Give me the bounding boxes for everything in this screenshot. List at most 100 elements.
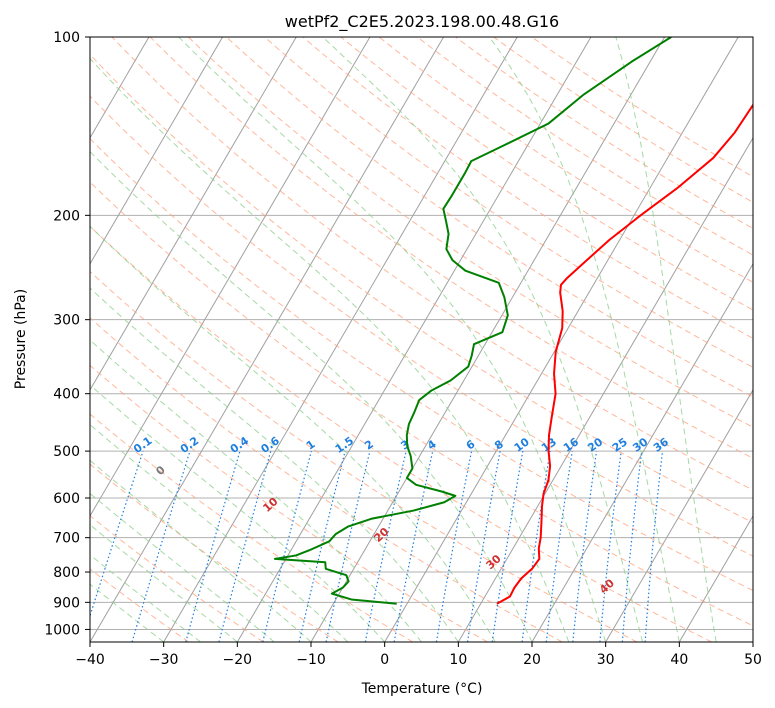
dry-adiabat-line — [90, 181, 753, 627]
y-tick-label: 200 — [53, 208, 80, 224]
moist-adiabat-line — [322, 37, 643, 642]
moist-adiabat-line — [90, 492, 275, 642]
x-tick-label: 30 — [597, 652, 615, 668]
isotherm-line — [90, 37, 224, 265]
y-axis-label: Pressure (hPa) — [13, 289, 29, 389]
y-tick-label: 900 — [53, 595, 80, 611]
dry-adiabat-line — [90, 95, 753, 557]
mixing-ratio-line — [621, 451, 643, 642]
chart-title: wetPf2_C2E5.2023.198.00.48.G16 — [285, 12, 559, 32]
mixing-ratio-label: 3 — [398, 438, 412, 453]
isotherm-line — [752, 641, 753, 642]
moist-adiabat-line — [90, 287, 459, 642]
mixing-ratio-line — [325, 450, 371, 642]
dry-adiabat-line — [111, 37, 753, 491]
moist-adiabat-line — [90, 384, 386, 642]
temperature-profile-line — [496, 103, 753, 605]
plot-area: 0.10.20.40.611.52346810131620253036-100-… — [0, 37, 753, 642]
x-tick-label: 0 — [380, 652, 389, 668]
dry-adiabat-line — [416, 37, 753, 256]
y-tick-label: 700 — [53, 531, 80, 547]
mixing-ratio-line — [521, 451, 551, 642]
x-tick-label: −40 — [75, 652, 105, 668]
isotherm-line — [0, 37, 75, 642]
y-tick-label: 500 — [53, 444, 80, 460]
y-tick-label: 800 — [53, 565, 80, 581]
dry-adiabat-label: 40 — [597, 576, 617, 596]
mixing-ratio-label: 25 — [610, 435, 630, 454]
dry-adiabat-line — [264, 37, 753, 368]
mixing-ratio-label: 4 — [425, 437, 439, 452]
mixing-ratio-label: 2 — [362, 438, 376, 453]
dry-adiabat-line — [187, 37, 753, 428]
moist-adiabat-line — [90, 150, 533, 642]
x-tick-label: 50 — [744, 652, 762, 668]
dry-adiabat-line — [149, 37, 753, 459]
dry-adiabat-line — [226, 37, 753, 398]
mixing-ratio-line — [545, 451, 573, 642]
y-tick-label: 400 — [53, 387, 80, 403]
isotherm-line — [605, 388, 753, 642]
dry-adiabat-line — [90, 53, 753, 524]
mixing-ratio-line — [644, 451, 664, 642]
mixing-ratio-label: 1.5 — [333, 434, 356, 456]
dry-adiabat-line — [90, 317, 563, 642]
dry-adiabat-line — [90, 515, 264, 642]
y-tick-label: 600 — [53, 491, 80, 507]
x-tick-label: 10 — [449, 652, 467, 668]
mixing-ratio-line — [185, 450, 241, 642]
mixing-ratio-label: 6 — [464, 437, 478, 452]
mixing-ratio-label: 0.4 — [228, 434, 252, 456]
mixing-ratio-line — [599, 451, 622, 642]
isotherm-line — [90, 37, 297, 391]
y-tick-label: 300 — [53, 313, 80, 329]
isotherm-line — [384, 37, 739, 642]
y-tick-label: 100 — [53, 30, 80, 46]
mixing-ratio-line — [90, 450, 144, 618]
x-tick-label: −10 — [296, 652, 326, 668]
moist-adiabat-line — [90, 554, 201, 642]
x-axis-label: Temperature (°C) — [361, 681, 483, 697]
moist-adiabat-line — [90, 524, 238, 642]
dry-adiabat-line — [455, 37, 753, 229]
moist-adiabat-line — [90, 583, 164, 642]
mixing-ratio-label: 30 — [630, 435, 650, 455]
dry-adiabat-label: 0 — [153, 463, 168, 478]
mixing-ratio-line — [218, 450, 272, 642]
dry-adiabat-label: -10 — [42, 421, 65, 445]
moist-adiabat-line — [90, 225, 496, 642]
isotherm-line — [0, 37, 2, 642]
y-tick-label: 1000 — [44, 622, 80, 638]
dry-adiabat-line — [302, 37, 753, 339]
dry-adiabat-line — [90, 364, 488, 642]
mixing-ratio-line — [393, 450, 434, 642]
mixing-ratio-line — [435, 450, 473, 642]
moist-adiabat-line — [90, 423, 349, 642]
mixing-ratio-line — [262, 450, 312, 642]
plot-lines: 0.10.20.40.611.52346810131620253036-100-… — [0, 37, 753, 642]
dewpoint-profile-line — [273, 37, 672, 605]
moist-adiabat-line — [178, 37, 607, 642]
dry-adiabat-line — [90, 568, 190, 642]
mixing-ratio-label: 36 — [651, 435, 671, 455]
dry-adiabat-line — [90, 225, 712, 642]
isotherm-line — [163, 37, 518, 642]
x-tick-label: −30 — [149, 652, 179, 668]
moist-adiabat-line — [90, 459, 312, 642]
isotherm-line — [90, 37, 445, 642]
isotherm-line — [90, 37, 371, 517]
dry-adiabat-line — [90, 413, 414, 642]
isotherm-line — [678, 514, 753, 642]
moist-adiabat-line — [488, 37, 680, 642]
moist-adiabat-line — [90, 57, 570, 642]
mixing-ratio-line — [572, 451, 598, 642]
dry-adiabat-line — [378, 37, 753, 283]
isotherm-line — [236, 37, 592, 642]
isotherm-line — [457, 136, 753, 642]
axes: −40 −30 −20 −10 0 10 20 30 40 5010020030040050060… — [44, 30, 762, 668]
mixing-ratio-label: 0.6 — [259, 434, 283, 456]
x-tick-label: 20 — [523, 652, 541, 668]
mixing-ratio-line — [131, 450, 191, 642]
